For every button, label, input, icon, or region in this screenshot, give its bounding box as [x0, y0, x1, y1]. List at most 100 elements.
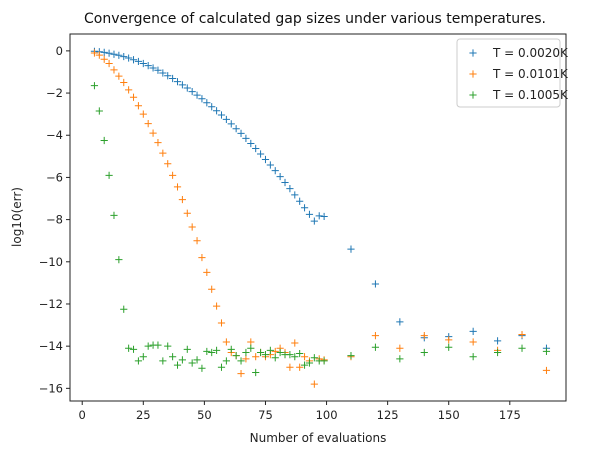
series-3-point-31	[242, 348, 250, 357]
series-3-point-56	[542, 347, 551, 356]
series-3-point-14	[159, 357, 167, 365]
x-tick-label-4: 100	[316, 408, 338, 422]
x-tick-label-0: 0	[79, 408, 86, 422]
series-2-point-5	[115, 72, 123, 80]
series-2-point-42	[296, 363, 304, 371]
series-3-point-52	[445, 343, 453, 351]
series-3-point-4	[110, 211, 118, 219]
y-tick-label-6: −12	[39, 297, 63, 311]
series-3-point-44	[305, 359, 314, 367]
series-1-point-8	[129, 56, 138, 64]
y-tick-label-5: −10	[39, 255, 63, 269]
series-2-point-53	[469, 338, 477, 346]
series-1-point-6	[120, 52, 128, 61]
series-1-point-26	[217, 111, 226, 119]
series-3-point-15	[164, 342, 172, 350]
series-3-point-48	[347, 352, 355, 360]
x-axis-label: Number of evaluations	[250, 431, 387, 445]
series-1-point-43	[300, 204, 309, 212]
series-1-point-30	[237, 129, 245, 137]
series-3-point-50	[396, 355, 404, 363]
series-1-point-42	[296, 197, 304, 205]
series-3-point-26	[217, 363, 226, 371]
series-1-point-9	[134, 57, 143, 66]
plot-area	[69, 33, 567, 402]
series-2-point-49	[371, 332, 380, 340]
series-2-point-2	[100, 55, 108, 63]
series-2-point-23	[203, 268, 211, 276]
legend-marker-1	[469, 49, 477, 57]
series-3-point-10	[139, 353, 147, 361]
series-3-point-34	[256, 348, 265, 357]
series-3-point-1	[95, 107, 103, 115]
x-tick-label-5: 125	[377, 408, 399, 422]
series-1-point-25	[213, 107, 221, 115]
series-2-point-4	[110, 66, 118, 74]
series-2-point-40	[286, 363, 294, 371]
series-2-point-21	[193, 237, 201, 245]
series-1-point-4	[110, 50, 118, 58]
series-1-point-24	[208, 103, 216, 111]
series-3-point-21	[193, 356, 201, 364]
data-points	[90, 47, 551, 388]
legend-marker-3	[469, 91, 477, 99]
series-1-point-46	[315, 212, 323, 220]
series-3-point-29	[232, 352, 240, 360]
series-2-point-32	[247, 338, 255, 346]
series-3-point-35	[261, 350, 270, 359]
series-2-point-27	[222, 338, 230, 346]
series-1-point-12	[149, 64, 157, 72]
series-1-point-23	[203, 99, 211, 107]
series-3-point-6	[120, 305, 128, 313]
series-3-point-30	[237, 357, 245, 365]
legend-label-3: T = 0.1005K	[492, 88, 569, 102]
series-1	[90, 47, 551, 352]
series-3-point-22	[198, 364, 206, 372]
series-3-point-20	[188, 359, 196, 367]
series-3-point-33	[252, 368, 260, 377]
series-1-point-54	[493, 337, 502, 345]
legend-label-1: T = 0.0020K	[492, 46, 569, 60]
series-1-point-22	[198, 95, 206, 103]
series-1-point-17	[173, 78, 182, 86]
series-3-point-43	[300, 361, 309, 369]
series-3-point-5	[115, 256, 123, 264]
series-2-point-33	[252, 353, 260, 361]
series-1-point-3	[105, 49, 113, 57]
series-1-point-19	[183, 84, 191, 92]
series-1-point-45	[310, 217, 318, 225]
series-1-point-27	[222, 115, 230, 124]
series-1-point-29	[232, 125, 240, 133]
series-3-point-51	[420, 348, 428, 357]
y-axis-label: log10(err)	[10, 187, 24, 247]
series-2-point-45	[310, 380, 318, 388]
series-1-point-32	[247, 139, 255, 148]
series-2	[90, 49, 551, 388]
series-3-point-23	[203, 347, 211, 356]
series-1-point-14	[159, 69, 167, 77]
series-3-point-2	[100, 136, 108, 145]
series-1-point-44	[305, 210, 314, 218]
series-3-point-49	[371, 343, 380, 351]
series-3-point-40	[286, 350, 294, 359]
series-1-point-49	[371, 280, 380, 288]
series-2-point-30	[237, 369, 245, 378]
y-tick-label-3: −6	[46, 170, 63, 184]
y-tick-label-7: −14	[39, 339, 63, 353]
series-2-point-25	[213, 302, 221, 310]
series-1-point-18	[178, 81, 186, 89]
series-1-point-15	[164, 72, 172, 80]
series-3-point-0	[90, 82, 99, 90]
y-tick-label-1: −2	[46, 86, 63, 100]
series-2-point-52	[445, 336, 453, 344]
series-2-point-24	[208, 285, 216, 293]
series-2-point-1	[95, 51, 103, 59]
series-3-point-13	[154, 341, 162, 349]
series-3-point-8	[129, 345, 138, 353]
series-1-point-20	[188, 87, 196, 96]
legend: T = 0.0020K T = 0.0101K T = 0.1005K	[456, 38, 569, 108]
series-2-point-41	[291, 339, 299, 347]
legend-marker-2	[469, 70, 477, 78]
series-1-point-34	[256, 150, 265, 158]
series-2-point-50	[396, 344, 404, 352]
